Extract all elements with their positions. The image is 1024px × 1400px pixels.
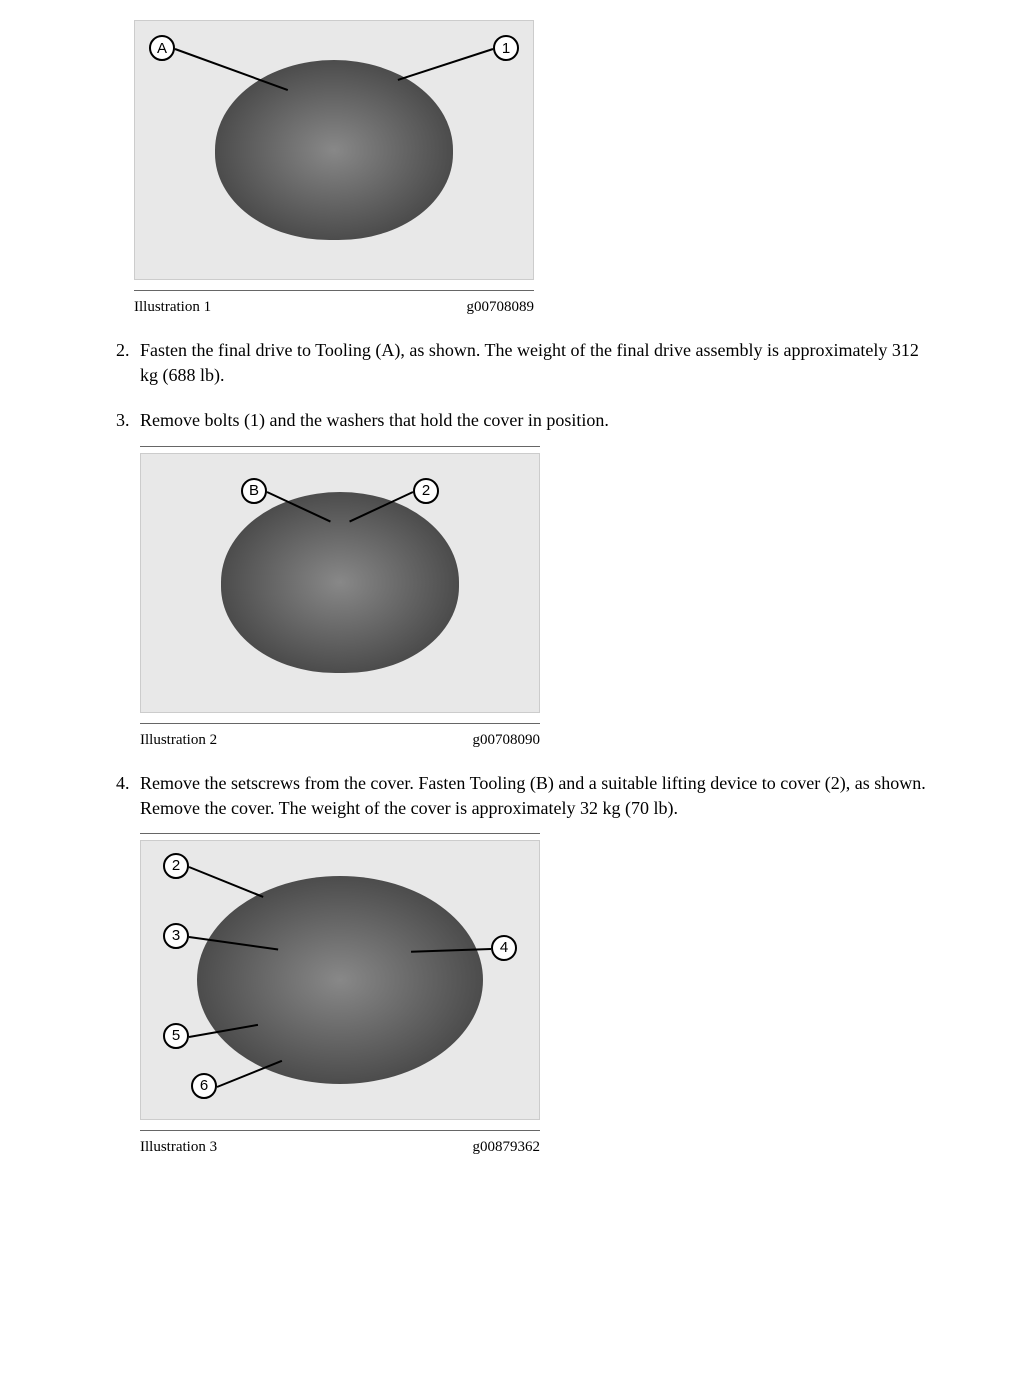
figure-1-label: Illustration 1 xyxy=(134,297,211,318)
callout-2b: 2 xyxy=(163,853,189,879)
figure-2-top-rule xyxy=(140,446,540,447)
final-drive-graphic xyxy=(215,60,454,241)
callout-1-leader xyxy=(398,48,494,81)
figure-3-rule xyxy=(140,1130,540,1131)
figure-2-label: Illustration 2 xyxy=(140,730,217,751)
figure-2-caption: Illustration 2 g00708090 xyxy=(140,730,540,751)
procedure-steps: Fasten the final drive to Tooling (A), a… xyxy=(108,338,934,1158)
callout-4: 4 xyxy=(491,935,517,961)
callout-A-leader xyxy=(175,48,288,91)
figure-1-rule xyxy=(134,290,534,291)
figure-3-image: 2 3 4 5 6 xyxy=(140,840,540,1120)
step-3-text: Remove bolts (1) and the washers that ho… xyxy=(140,410,609,430)
figure-3-caption: Illustration 3 g00879362 xyxy=(140,1137,540,1158)
step-3: Remove bolts (1) and the washers that ho… xyxy=(134,408,934,750)
figure-3-top-rule xyxy=(140,833,540,834)
figure-3-id: g00879362 xyxy=(473,1137,541,1158)
callout-B: B xyxy=(241,478,267,504)
figure-2-id: g00708090 xyxy=(473,730,541,751)
figure-2-image: B 2 xyxy=(140,453,540,713)
step-4: Remove the setscrews from the cover. Fas… xyxy=(134,771,934,1158)
step-2: Fasten the final drive to Tooling (A), a… xyxy=(134,338,934,388)
callout-3: 3 xyxy=(163,923,189,949)
figure-1-image: A 1 xyxy=(134,20,534,280)
cover-interior-graphic xyxy=(197,876,484,1085)
callout-5: 5 xyxy=(163,1023,189,1049)
callout-A: A xyxy=(149,35,175,61)
figure-3: 2 3 4 5 6 Illustration 3 g00879362 xyxy=(140,833,540,1158)
figure-2: B 2 Illustration 2 g00708090 xyxy=(140,446,540,751)
step-4-text: Remove the setscrews from the cover. Fas… xyxy=(140,773,926,818)
callout-6-leader xyxy=(217,1060,283,1088)
figure-1-caption: Illustration 1 g00708089 xyxy=(134,297,534,318)
step-2-text: Fasten the final drive to Tooling (A), a… xyxy=(140,340,919,385)
figure-2-rule xyxy=(140,723,540,724)
callout-2a: 2 xyxy=(413,478,439,504)
callout-6: 6 xyxy=(191,1073,217,1099)
callout-1: 1 xyxy=(493,35,519,61)
figure-1: A 1 Illustration 1 g00708089 xyxy=(134,20,534,318)
callout-2b-leader xyxy=(189,866,264,898)
figure-1-id: g00708089 xyxy=(467,297,535,318)
cover-lift-graphic xyxy=(221,492,460,673)
figure-3-label: Illustration 3 xyxy=(140,1137,217,1158)
